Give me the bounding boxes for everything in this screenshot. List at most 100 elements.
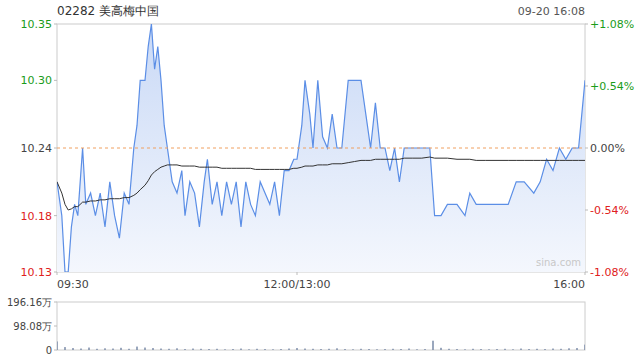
volume-bar — [57, 341, 58, 350]
y-tick-label: 10.13 — [21, 266, 53, 279]
volume-marks — [57, 341, 585, 350]
volume-bar — [456, 349, 458, 350]
volume-bar — [472, 349, 474, 350]
volume-bar — [344, 349, 346, 350]
vol-y-tick-label: 0 — [46, 345, 52, 356]
chart-root: 02282 美高梅中国09-20 16:0810.3510.3010.2410.… — [0, 0, 640, 360]
y2-tick-label: -1.08% — [590, 266, 629, 279]
volume-bar — [152, 348, 154, 350]
y2-tick-label: +0.54% — [590, 80, 634, 93]
volume-bar — [464, 349, 466, 350]
volume-bar — [288, 349, 290, 350]
y-tick-label: 10.30 — [21, 74, 53, 87]
volume-bar — [224, 349, 226, 350]
volume-bar — [488, 349, 490, 350]
x-tick — [297, 272, 298, 275]
y-tick-label: 10.24 — [21, 142, 53, 155]
volume-bar — [368, 349, 370, 350]
volume-bar — [144, 348, 146, 350]
volume-bar — [304, 349, 306, 350]
volume-bar — [280, 349, 282, 350]
x-tick-label: 09:30 — [57, 278, 89, 291]
volume-bar — [64, 347, 66, 350]
volume-bar — [584, 345, 585, 350]
volume-bar — [240, 349, 242, 350]
volume-bar — [440, 348, 442, 350]
volume-bar — [512, 349, 514, 350]
average-line — [57, 157, 585, 210]
volume-bar — [72, 348, 74, 350]
volume-bar — [568, 348, 570, 350]
volume-bar — [96, 349, 98, 350]
volume-bar — [560, 349, 562, 350]
plot-frame — [57, 24, 585, 272]
vol-y-tick — [54, 326, 57, 327]
volume-bar — [256, 349, 258, 350]
volume-bar — [328, 349, 330, 350]
volume-bar — [184, 349, 186, 350]
volume-bar — [296, 348, 298, 350]
y2-tick-label: -0.54% — [590, 204, 629, 217]
volume-bar — [104, 348, 106, 350]
price-marks — [57, 24, 585, 272]
y-tick — [54, 148, 57, 149]
volume-bar — [384, 349, 386, 350]
vol-y-tick — [54, 350, 57, 351]
volume-bar — [264, 349, 266, 350]
volume-bar — [248, 349, 250, 350]
vol-y-tick-label: 196.16万 — [7, 297, 52, 308]
volume-bar — [128, 349, 130, 350]
x-tick — [57, 272, 58, 275]
volume-bar — [392, 349, 394, 350]
volume-bar — [336, 348, 338, 350]
volume-bar — [536, 349, 538, 350]
volume-bar — [160, 349, 162, 350]
x-tick-label: 16:00 — [553, 278, 585, 291]
volume-bar — [552, 349, 554, 350]
volume-bar — [360, 349, 362, 350]
y-tick-label: 10.18 — [21, 210, 53, 223]
volume-bar — [432, 341, 434, 350]
volume-bar — [528, 349, 530, 350]
watermark: sina.com — [536, 257, 581, 268]
volume-bar — [376, 349, 378, 350]
y2-tick-label: 0.00% — [590, 142, 625, 155]
volume-frame — [57, 302, 585, 350]
y-tick — [54, 215, 57, 216]
volume-bar — [576, 348, 578, 350]
prev-close-line — [57, 148, 585, 149]
volume-bar — [320, 349, 322, 350]
volume-bar — [448, 349, 450, 350]
y-tick — [54, 80, 57, 81]
vol-y-tick — [54, 302, 57, 303]
volume-bar — [208, 349, 210, 350]
volume-bar — [312, 349, 314, 350]
y2-tick — [585, 86, 588, 87]
volume-bar — [176, 348, 178, 350]
vol-y-tick-label: 98.08万 — [13, 321, 52, 332]
volume-bar — [424, 349, 426, 350]
y-tick — [54, 24, 57, 25]
volume-bar — [88, 348, 90, 350]
volume-bar — [168, 349, 170, 350]
volume-bar — [200, 349, 202, 350]
price-line — [57, 24, 585, 272]
volume-bar — [120, 348, 122, 350]
volume-bar — [272, 349, 274, 350]
y-tick-label: 10.35 — [21, 18, 53, 31]
price-area — [57, 24, 585, 272]
volume-bar — [480, 349, 482, 350]
volume-bar — [352, 349, 354, 350]
x-tick — [585, 272, 586, 275]
volume-bar — [216, 349, 218, 350]
volume-bar — [400, 349, 402, 350]
volume-bar — [520, 349, 522, 350]
volume-bar — [232, 349, 234, 350]
volume-bar — [408, 349, 410, 350]
title: 02282 美高梅中国 — [57, 4, 159, 18]
volume-bar — [416, 349, 418, 350]
volume-bar — [504, 349, 506, 350]
y2-tick — [585, 148, 588, 149]
volume-bar — [136, 347, 138, 350]
volume-bar — [192, 349, 194, 350]
